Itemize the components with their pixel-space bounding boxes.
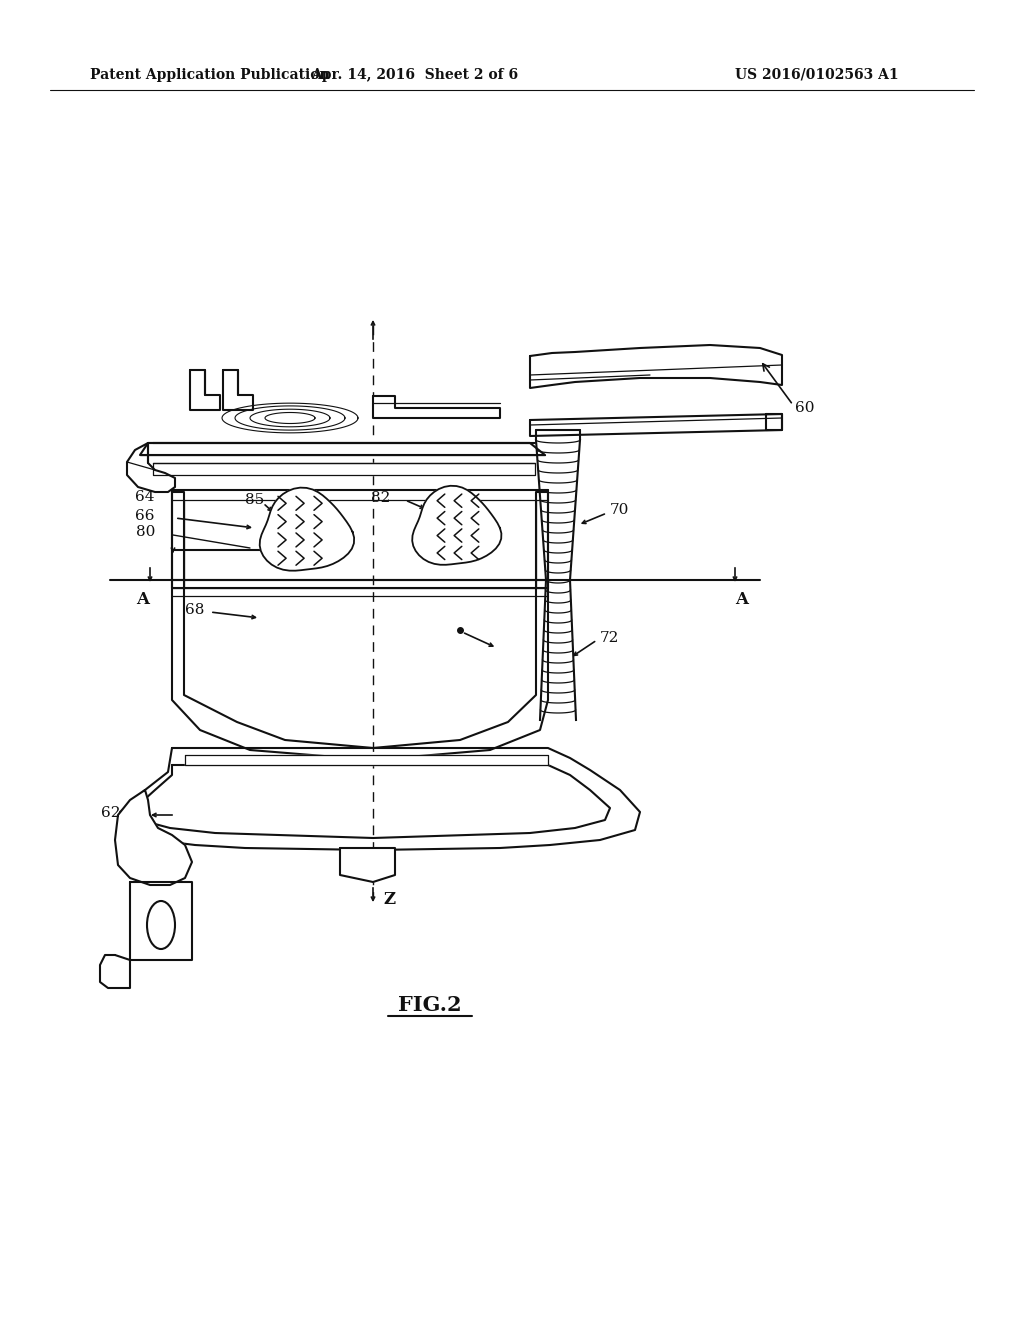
Text: Z: Z <box>383 891 395 908</box>
Text: 80: 80 <box>135 525 155 539</box>
Text: 86: 86 <box>440 548 460 562</box>
Polygon shape <box>130 882 193 960</box>
Polygon shape <box>127 444 175 492</box>
Polygon shape <box>115 789 193 884</box>
Text: US 2016/0102563 A1: US 2016/0102563 A1 <box>735 69 899 82</box>
Polygon shape <box>140 444 545 455</box>
Text: 70: 70 <box>610 503 630 517</box>
Polygon shape <box>172 492 548 760</box>
Text: 68: 68 <box>185 603 205 616</box>
Polygon shape <box>135 766 610 838</box>
Polygon shape <box>153 463 535 475</box>
Text: 82: 82 <box>371 491 390 506</box>
Text: 62: 62 <box>100 807 120 820</box>
Text: A: A <box>735 591 749 609</box>
Text: 72: 72 <box>600 631 620 645</box>
Polygon shape <box>190 370 220 411</box>
Polygon shape <box>340 847 395 882</box>
Polygon shape <box>120 748 640 850</box>
Text: A: A <box>136 591 150 609</box>
Text: Apr. 14, 2016  Sheet 2 of 6: Apr. 14, 2016 Sheet 2 of 6 <box>311 69 518 82</box>
Text: 66: 66 <box>135 510 155 523</box>
Ellipse shape <box>147 902 175 949</box>
Polygon shape <box>373 396 500 418</box>
Polygon shape <box>260 487 354 570</box>
Polygon shape <box>766 414 782 430</box>
Text: FIG.2: FIG.2 <box>398 995 462 1015</box>
Polygon shape <box>185 755 548 766</box>
Polygon shape <box>223 370 253 411</box>
Polygon shape <box>530 345 782 388</box>
Text: 60: 60 <box>795 401 814 414</box>
Text: 64: 64 <box>135 490 155 504</box>
Polygon shape <box>100 954 130 987</box>
Text: Patent Application Publication: Patent Application Publication <box>90 69 330 82</box>
Polygon shape <box>530 414 782 436</box>
Polygon shape <box>413 486 502 565</box>
Text: 85: 85 <box>245 492 264 507</box>
